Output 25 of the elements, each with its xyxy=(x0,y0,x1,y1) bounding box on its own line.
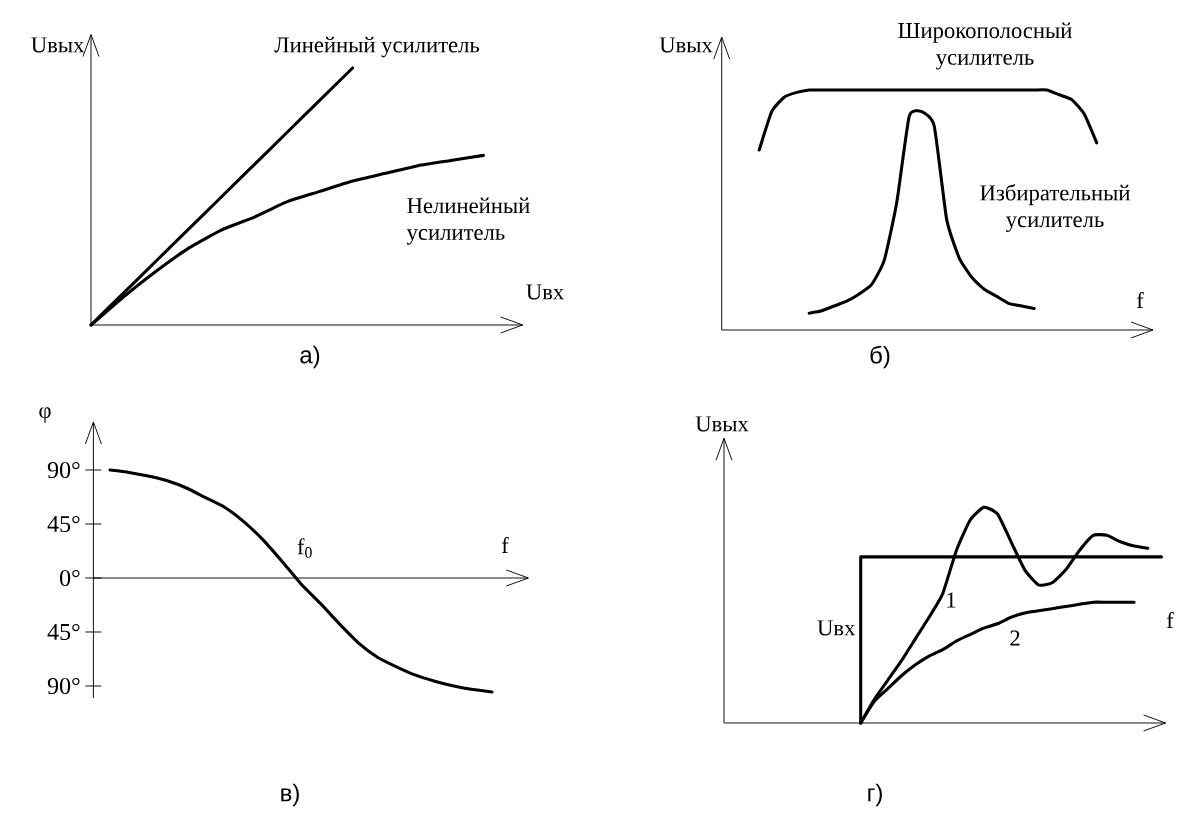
y-tick-label: 90° xyxy=(47,461,80,479)
y-tick-label: 0° xyxy=(60,569,80,587)
y-tick-label: 90° xyxy=(47,677,80,695)
x-axis-title: Uвх xyxy=(526,284,564,300)
text: в) xyxy=(281,783,299,807)
y-axis-title: Uвых xyxy=(659,37,713,53)
x-axis-title: f xyxy=(501,537,509,553)
y-axis-title: Uвых xyxy=(31,37,85,53)
text: б) xyxy=(870,345,890,369)
y-axis-title: φ xyxy=(39,407,51,423)
text: а) xyxy=(300,345,320,369)
series-label: 1 xyxy=(947,592,956,608)
series-label: Широкополосный усилитель xyxy=(898,22,1072,70)
y-axis-title: Uвых xyxy=(695,416,749,432)
y-tick-label: 45° xyxy=(47,623,80,641)
x-axis-title: f xyxy=(1136,292,1144,308)
series-label: Нелинейный усилитель xyxy=(406,197,530,245)
series-label: Uвх xyxy=(817,620,856,636)
series-label: 2 xyxy=(1010,630,1020,646)
annotation: f$_{0}$ xyxy=(297,538,312,558)
x-axis-title: f xyxy=(1166,612,1174,628)
series-label: Избирательный усилитель xyxy=(980,184,1130,232)
y-tick-label: 45° xyxy=(47,515,80,533)
text: г) xyxy=(868,783,882,807)
series-label: Линейный усилитель xyxy=(274,36,480,58)
